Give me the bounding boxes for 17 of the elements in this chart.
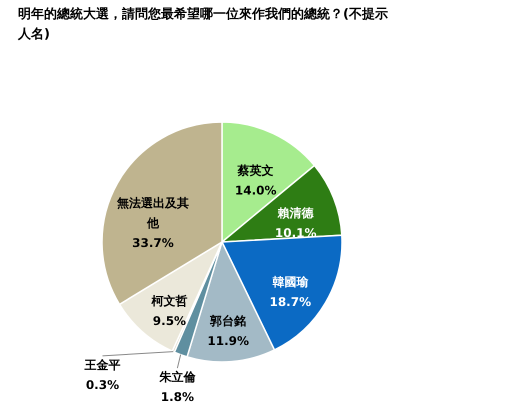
data-label: 1.8%	[160, 390, 194, 404]
slice-label: 朱立倫	[158, 370, 196, 384]
slice-label: 王金平	[83, 358, 120, 372]
slice-label: 無法選出及其他	[116, 196, 189, 230]
data-label: 0.3%	[86, 378, 120, 392]
data-label: 14.0%	[234, 183, 277, 198]
data-label: 10.1%	[274, 226, 317, 240]
slice-label: 蔡英文	[236, 163, 274, 178]
data-label: 18.7%	[269, 295, 312, 310]
slice-label: 柯文哲	[150, 294, 188, 308]
data-label: 11.9%	[207, 334, 250, 348]
chart-title: 明年的總統大選，請問您最希望哪一位來作我們的總統？(不提示人名)	[17, 6, 388, 42]
data-label: 33.7%	[132, 236, 174, 250]
slice-label: 賴清德	[276, 206, 315, 220]
slice-label: 韓國瑜	[272, 275, 310, 290]
data-label: 9.5%	[152, 314, 186, 328]
slice-label: 郭台銘	[209, 314, 246, 328]
